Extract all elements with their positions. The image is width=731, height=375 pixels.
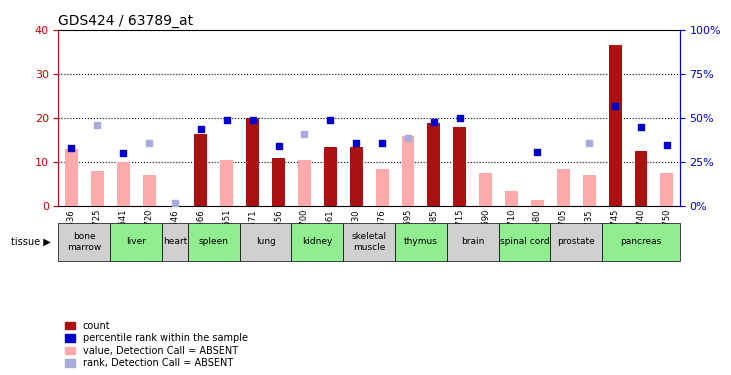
Legend: count, percentile rank within the sample, value, Detection Call = ABSENT, rank, : count, percentile rank within the sample…	[64, 319, 250, 370]
Bar	[143, 176, 156, 206]
Text: pancreas: pancreas	[621, 237, 662, 246]
FancyBboxPatch shape	[499, 223, 550, 261]
Bar	[531, 200, 544, 206]
Bar	[480, 173, 492, 206]
Bar	[609, 45, 621, 206]
Text: tissue ▶: tissue ▶	[12, 237, 51, 247]
Text: brain: brain	[461, 237, 485, 246]
Bar	[272, 158, 285, 206]
Point	[247, 117, 259, 123]
Bar	[583, 176, 596, 206]
Text: skeletal
muscle: skeletal muscle	[352, 232, 387, 252]
Point	[273, 143, 284, 149]
FancyBboxPatch shape	[447, 223, 499, 261]
Bar	[117, 162, 129, 206]
Bar	[453, 127, 466, 206]
Bar	[349, 147, 363, 206]
Point	[169, 200, 181, 206]
Bar	[324, 147, 337, 206]
Bar	[557, 169, 569, 206]
Text: GDS424 / 63789_at: GDS424 / 63789_at	[58, 13, 194, 28]
Text: liver: liver	[126, 237, 146, 246]
Point	[454, 115, 466, 121]
Bar	[246, 118, 259, 206]
Text: prostate: prostate	[558, 237, 595, 246]
FancyBboxPatch shape	[344, 223, 395, 261]
Point	[298, 131, 310, 137]
Point	[609, 103, 621, 109]
Point	[402, 135, 414, 141]
Point	[376, 140, 388, 146]
FancyBboxPatch shape	[110, 223, 162, 261]
Bar	[660, 173, 673, 206]
FancyBboxPatch shape	[58, 223, 110, 261]
FancyBboxPatch shape	[550, 223, 602, 261]
Bar	[505, 191, 518, 206]
Point	[325, 117, 336, 123]
Point	[661, 142, 673, 148]
Text: thymus: thymus	[404, 237, 438, 246]
Bar	[298, 160, 311, 206]
Bar	[376, 169, 389, 206]
Text: spinal cord: spinal cord	[500, 237, 549, 246]
Point	[91, 122, 103, 128]
Bar	[428, 123, 440, 206]
FancyBboxPatch shape	[395, 223, 447, 261]
FancyBboxPatch shape	[602, 223, 680, 261]
Bar	[194, 134, 208, 206]
Point	[531, 148, 543, 154]
Point	[195, 126, 207, 132]
Bar	[401, 136, 414, 206]
FancyBboxPatch shape	[162, 223, 188, 261]
Text: heart: heart	[163, 237, 187, 246]
Text: kidney: kidney	[302, 237, 333, 246]
Point	[635, 124, 647, 130]
FancyBboxPatch shape	[292, 223, 344, 261]
Bar	[635, 151, 648, 206]
Point	[583, 140, 595, 146]
Point	[66, 145, 77, 151]
Point	[221, 117, 232, 123]
Bar	[91, 171, 104, 206]
Bar	[65, 149, 78, 206]
Point	[428, 118, 440, 124]
Bar	[220, 160, 233, 206]
Text: spleen: spleen	[199, 237, 229, 246]
Text: lung: lung	[256, 237, 276, 246]
FancyBboxPatch shape	[188, 223, 240, 261]
FancyBboxPatch shape	[240, 223, 292, 261]
Point	[350, 140, 362, 146]
Text: bone
marrow: bone marrow	[67, 232, 102, 252]
Point	[143, 140, 155, 146]
Point	[118, 150, 129, 156]
